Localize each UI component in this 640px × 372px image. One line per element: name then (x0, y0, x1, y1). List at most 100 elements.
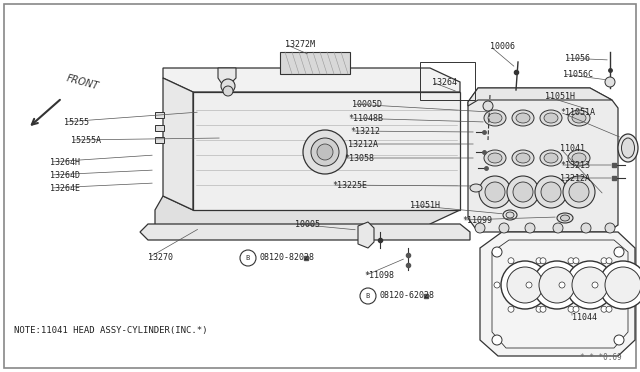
Bar (155, 125, 164, 131)
Circle shape (501, 261, 549, 309)
Ellipse shape (503, 210, 517, 220)
Circle shape (536, 258, 542, 264)
Circle shape (615, 282, 621, 288)
Circle shape (311, 138, 339, 166)
Circle shape (221, 79, 235, 93)
Circle shape (573, 306, 579, 312)
Text: *13058: *13058 (344, 154, 374, 163)
Circle shape (569, 182, 589, 202)
Circle shape (568, 258, 574, 264)
Circle shape (536, 306, 542, 312)
Text: 13212A: 13212A (348, 140, 378, 148)
Text: 08120-62028: 08120-62028 (380, 292, 435, 301)
Circle shape (606, 258, 612, 264)
Polygon shape (140, 224, 470, 240)
Ellipse shape (544, 113, 558, 123)
Text: *11048B: *11048B (348, 113, 383, 122)
Circle shape (541, 182, 561, 202)
Circle shape (479, 176, 511, 208)
Circle shape (553, 223, 563, 233)
Polygon shape (480, 232, 635, 356)
Text: 15255A: 15255A (71, 135, 101, 144)
Text: 13264: 13264 (432, 77, 457, 87)
Text: * * *0:69: * * *0:69 (580, 353, 622, 362)
Circle shape (483, 101, 493, 111)
Circle shape (485, 182, 505, 202)
Text: *13212: *13212 (350, 126, 380, 135)
Ellipse shape (561, 215, 570, 221)
Ellipse shape (572, 153, 586, 163)
Text: 11056C: 11056C (563, 70, 593, 78)
Text: 08120-82028: 08120-82028 (260, 253, 315, 263)
Ellipse shape (488, 113, 502, 123)
Circle shape (614, 335, 624, 345)
Circle shape (563, 176, 595, 208)
Circle shape (550, 282, 556, 288)
Text: NOTE:11041 HEAD ASSY-CYLINDER(INC.*): NOTE:11041 HEAD ASSY-CYLINDER(INC.*) (14, 326, 207, 334)
Ellipse shape (516, 153, 530, 163)
Bar (155, 112, 164, 118)
Circle shape (581, 223, 591, 233)
Circle shape (492, 335, 502, 345)
Polygon shape (193, 92, 460, 210)
Circle shape (559, 282, 565, 288)
Polygon shape (358, 222, 374, 248)
Text: 11056: 11056 (565, 54, 590, 62)
Circle shape (605, 77, 615, 87)
Text: 15255: 15255 (64, 118, 89, 126)
Text: 11044: 11044 (572, 314, 597, 323)
Text: *11099: *11099 (462, 215, 492, 224)
Circle shape (535, 176, 567, 208)
Text: 10005D: 10005D (352, 99, 382, 109)
Circle shape (525, 223, 535, 233)
Circle shape (606, 306, 612, 312)
Polygon shape (468, 88, 612, 106)
Ellipse shape (572, 113, 586, 123)
Text: FRONT: FRONT (65, 73, 100, 91)
Circle shape (601, 306, 607, 312)
Circle shape (568, 306, 574, 312)
Circle shape (494, 282, 500, 288)
Ellipse shape (540, 150, 562, 166)
Text: 13212A: 13212A (560, 173, 590, 183)
Circle shape (507, 267, 543, 303)
Text: 13264H: 13264H (50, 157, 80, 167)
Circle shape (533, 261, 581, 309)
Bar (280, 52, 350, 74)
Text: 10005: 10005 (295, 219, 320, 228)
Text: *13213: *13213 (560, 160, 590, 170)
Circle shape (599, 261, 640, 309)
Ellipse shape (512, 150, 534, 166)
Polygon shape (163, 68, 460, 92)
Bar (155, 137, 164, 143)
Circle shape (475, 223, 485, 233)
Circle shape (540, 258, 546, 264)
Ellipse shape (470, 184, 482, 192)
Circle shape (507, 176, 539, 208)
Ellipse shape (516, 113, 530, 123)
Text: 13264D: 13264D (50, 170, 80, 180)
Text: 11051H: 11051H (545, 92, 575, 100)
Text: 10006: 10006 (490, 42, 515, 51)
Circle shape (508, 306, 514, 312)
Circle shape (526, 282, 532, 288)
Ellipse shape (512, 110, 534, 126)
Text: 13272M: 13272M (285, 39, 315, 48)
Circle shape (317, 144, 333, 160)
Circle shape (601, 258, 607, 264)
Circle shape (605, 267, 640, 303)
Text: 13270: 13270 (148, 253, 173, 263)
Circle shape (605, 223, 615, 233)
Text: *13225E: *13225E (332, 180, 367, 189)
Ellipse shape (484, 110, 506, 126)
Polygon shape (218, 68, 236, 84)
Polygon shape (163, 78, 193, 210)
Bar (420, 62, 475, 100)
Circle shape (582, 282, 588, 288)
Text: 11041: 11041 (560, 144, 585, 153)
Circle shape (573, 258, 579, 264)
Ellipse shape (621, 138, 634, 158)
Circle shape (592, 282, 598, 288)
Ellipse shape (484, 150, 506, 166)
Circle shape (539, 267, 575, 303)
